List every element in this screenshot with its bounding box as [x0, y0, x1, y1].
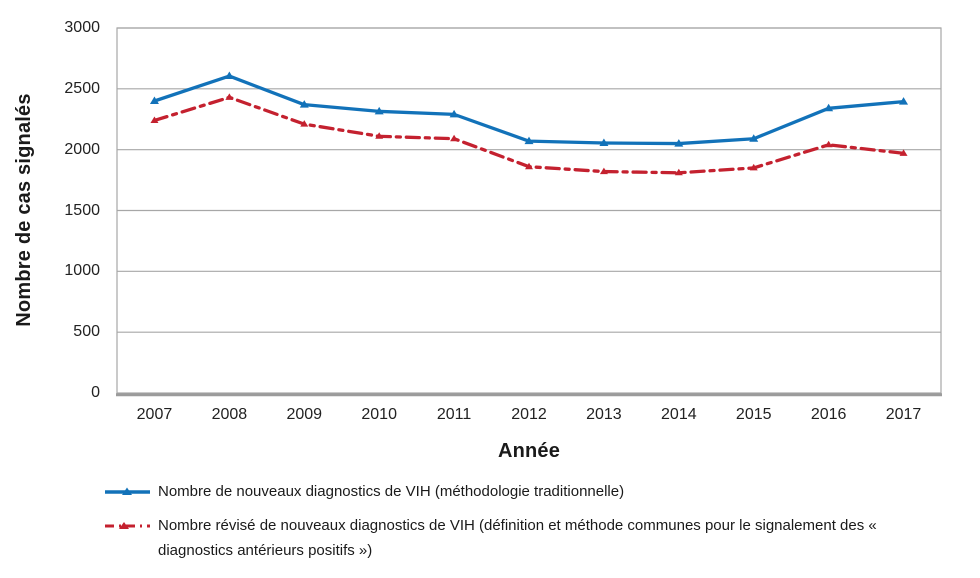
y-tick-label: 1500 [64, 201, 100, 219]
legend-line-sample-revised [105, 522, 150, 529]
data-point-marker [674, 139, 684, 147]
x-tick-label: 2010 [361, 406, 397, 423]
y-tick-label: 2500 [64, 79, 100, 97]
data-point-marker [749, 163, 758, 171]
legend-item-traditional: Nombre de nouveaux diagnostics de VIH (m… [103, 479, 883, 504]
y-tick-label: 0 [91, 384, 100, 401]
data-point-marker [149, 96, 159, 104]
data-point-marker [225, 93, 234, 100]
data-point-marker [450, 134, 459, 142]
data-point-marker [599, 167, 608, 175]
data-point-marker [150, 116, 159, 123]
data-point-marker [299, 100, 309, 108]
legend-line-sample-traditional [105, 487, 150, 495]
x-tick-label: 2016 [810, 406, 847, 423]
y-tick-label: 3000 [64, 19, 100, 36]
x-axis-title: Année [497, 440, 561, 462]
data-point-marker [525, 162, 533, 170]
x-tick-label: 2011 [436, 406, 472, 423]
data-point-marker [599, 138, 609, 146]
x-tick-label: 2015 [735, 406, 772, 423]
data-point-marker [300, 120, 309, 127]
legend-item-revised: Nombre révisé de nouveaux diagnostics de… [103, 513, 883, 563]
data-point-marker [899, 97, 909, 105]
data-point-marker [224, 71, 234, 80]
y-tick-label: 500 [73, 323, 100, 341]
data-point-marker [824, 140, 833, 148]
x-tick-label: 2017 [885, 406, 922, 423]
y-tick-label: 2000 [64, 140, 100, 158]
data-point-marker [674, 168, 683, 176]
data-point-marker [449, 109, 459, 118]
data-point-marker [375, 132, 384, 139]
series-line-revised [152, 95, 906, 175]
data-point-marker [899, 149, 908, 156]
chart-legend: Nombre de nouveaux diagnostics de VIH (m… [103, 479, 883, 563]
x-tick-label: 2008 [211, 406, 248, 423]
y-tick-label: 1000 [64, 262, 100, 280]
data-point-marker [374, 106, 384, 115]
x-tick-label: 2009 [286, 406, 323, 423]
data-point-marker [524, 136, 534, 145]
x-tick-label: 2012 [511, 406, 547, 423]
x-tick-label: 2013 [586, 406, 622, 423]
data-point-marker [824, 103, 834, 112]
x-tick-label: 2014 [661, 406, 697, 423]
legend-label-revised: Nombre révisé de nouveaux diagnostics de… [158, 517, 877, 559]
data-point-marker [749, 134, 759, 142]
plot-border [116, 27, 942, 394]
x-tick-label: 2007 [136, 406, 173, 423]
legend-label-traditional: Nombre de nouveaux diagnostics de VIH (m… [158, 483, 625, 500]
